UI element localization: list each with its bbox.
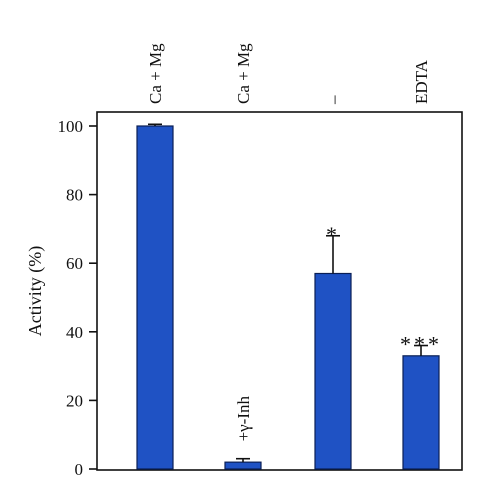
error-bars bbox=[148, 123, 428, 463]
category-label: – bbox=[324, 95, 343, 105]
category-labels: Ca + Mg Ca + Mg – EDTA bbox=[146, 43, 431, 105]
y-tick-label: 100 bbox=[58, 117, 84, 136]
axes bbox=[96, 111, 463, 471]
annotations: +γ-Inh**** bbox=[234, 222, 442, 442]
bar bbox=[402, 355, 440, 470]
bar bbox=[314, 272, 352, 470]
bar-annotation: +γ-Inh bbox=[234, 395, 253, 441]
y-tick-label: 40 bbox=[66, 323, 83, 342]
plot-frame bbox=[96, 111, 463, 471]
bar bbox=[136, 125, 174, 470]
bars bbox=[136, 125, 440, 470]
category-label: Ca + Mg bbox=[146, 43, 165, 104]
category-label: EDTA bbox=[412, 59, 431, 104]
significance-marker: *** bbox=[400, 332, 442, 357]
y-axis-label: Activity (%) bbox=[25, 246, 46, 336]
category-label: Ca + Mg bbox=[234, 43, 253, 104]
significance-marker: * bbox=[326, 222, 340, 247]
y-axis-ticks: 0 20 40 60 80 100 bbox=[58, 117, 97, 479]
y-tick-label: 0 bbox=[75, 460, 84, 479]
y-tick-label: 20 bbox=[66, 391, 83, 410]
y-tick-label: 60 bbox=[66, 254, 83, 273]
y-tick-label: 80 bbox=[66, 186, 83, 205]
bar bbox=[224, 461, 262, 470]
